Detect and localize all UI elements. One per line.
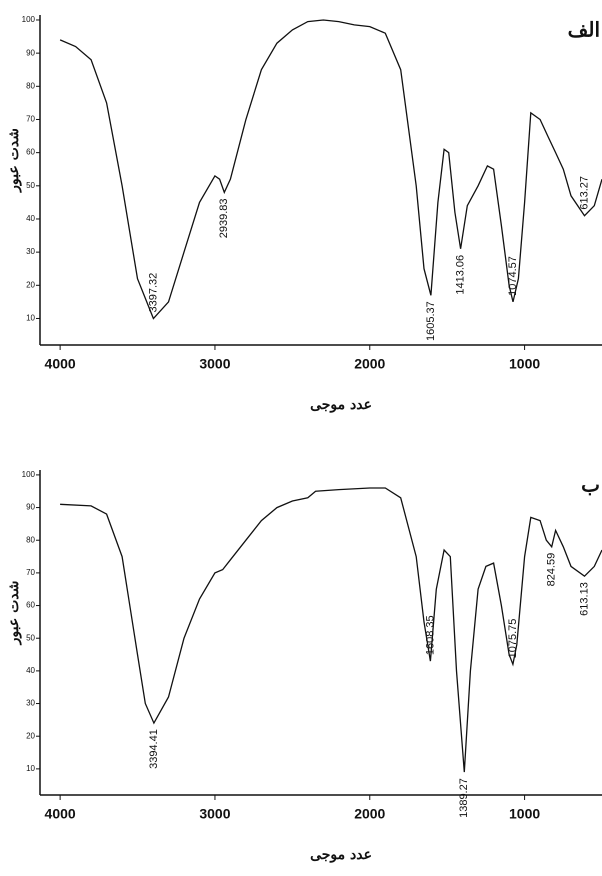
y-tick-label: 50: [26, 181, 35, 190]
y-tick-label: 90: [26, 503, 35, 512]
peak-label: 1074.57: [507, 256, 519, 296]
y-tick-label: 70: [26, 115, 35, 124]
y-tick-label: 100: [22, 15, 36, 24]
y-tick-label: 60: [26, 601, 35, 610]
peak-label: 613.27: [578, 176, 590, 210]
y-tick-label: 20: [26, 731, 35, 740]
y-tick-label: 60: [26, 148, 35, 157]
x-tick-label: 2000: [354, 806, 385, 822]
peak-label: 2939.83: [218, 198, 230, 238]
y-tick-label: 50: [26, 633, 35, 642]
y-tick-label: 20: [26, 280, 35, 289]
x-axis-title: عدد موجی: [310, 397, 372, 413]
x-axis-title: عدد موجی: [310, 847, 372, 863]
y-tick-label: 80: [26, 81, 35, 90]
y-tick-label: 10: [26, 764, 35, 773]
x-tick-label: 1000: [509, 356, 540, 372]
peak-label: 613.13: [578, 582, 590, 616]
x-tick-label: 2000: [354, 356, 385, 372]
peak-label: 3394.41: [148, 729, 160, 769]
y-tick-label: 40: [26, 214, 35, 223]
spectrum-panel: 10 20 30 40 50 60 70 80 90 100 4000 3000 2000 1000 339…: [6, 470, 602, 863]
x-tick-label: 3000: [199, 356, 230, 372]
x-tick-label: 4000: [45, 356, 76, 372]
spectrum-line: [60, 487, 602, 773]
y-tick-label: 10: [26, 314, 35, 323]
spectrum-panel: 10 20 30 40 50 60 70 80 90 100 4000 3000 2000 1000 339…: [6, 15, 602, 413]
panel-label: الف: [568, 18, 600, 42]
peak-label: 1389.27: [458, 778, 470, 818]
peak-label: 1075.75: [507, 619, 519, 659]
y-tick-label: 70: [26, 568, 35, 577]
y-tick-label: 80: [26, 535, 35, 544]
y-tick-label: 30: [26, 699, 35, 708]
y-tick-label: 90: [26, 48, 35, 57]
y-axis-title: شدت عبور: [6, 128, 22, 193]
panel-label: ب: [581, 473, 600, 497]
x-tick-label: 3000: [199, 806, 230, 822]
y-tick-label: 100: [22, 470, 36, 479]
peak-label: 1608.35: [424, 615, 436, 655]
x-tick-label: 1000: [509, 806, 540, 822]
peak-label: 1413.06: [455, 255, 467, 295]
peak-label: 1605.37: [425, 301, 437, 341]
peak-label: 824.59: [546, 553, 558, 587]
peak-label: 3397.32: [147, 273, 159, 313]
x-tick-label: 4000: [45, 806, 76, 822]
spectrum-line: [59, 19, 602, 320]
y-tick-label: 40: [26, 666, 35, 675]
y-tick-label: 30: [26, 247, 35, 256]
y-axis-title: شدت عبور: [6, 581, 22, 646]
